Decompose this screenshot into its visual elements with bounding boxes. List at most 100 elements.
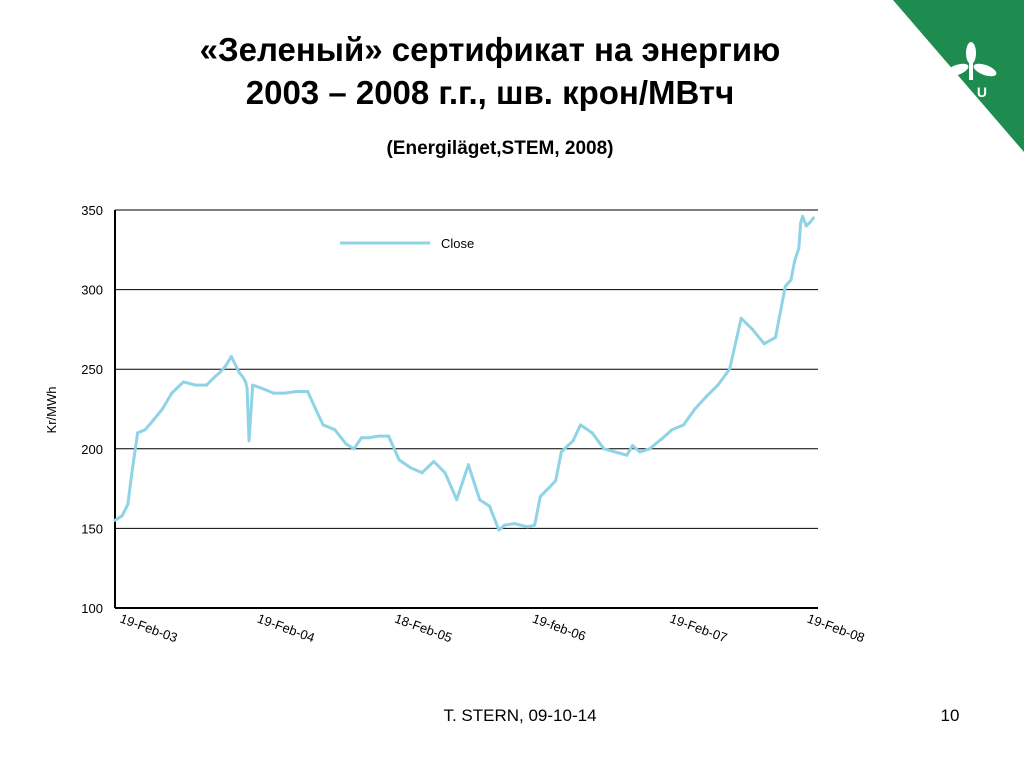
data-point	[571, 439, 575, 443]
data-point	[512, 522, 516, 526]
slide-title: «Зеленый» сертификат на энергию 2003 – 2…	[90, 28, 890, 114]
data-point	[808, 221, 812, 225]
x-tick-label: 19-Feb-07	[668, 611, 729, 646]
data-point	[533, 523, 537, 527]
data-point	[503, 523, 506, 527]
data-point	[546, 487, 550, 491]
data-point	[136, 431, 140, 435]
data-point	[590, 431, 594, 435]
data-point	[799, 221, 803, 225]
data-point	[670, 428, 674, 432]
data-point	[333, 428, 337, 432]
data-point	[751, 327, 754, 331]
data-point	[705, 394, 709, 398]
data-point	[538, 495, 542, 499]
data-point	[559, 450, 563, 454]
grid-lines	[115, 209, 818, 529]
data-point	[344, 442, 348, 446]
title-line-1: «Зеленый» сертификат на энергию	[199, 31, 781, 68]
data-point	[283, 391, 287, 395]
data-point	[659, 437, 663, 441]
data-point	[113, 518, 117, 522]
data-point	[205, 383, 208, 387]
data-point	[602, 447, 606, 451]
data-point	[321, 423, 325, 427]
data-point	[352, 447, 356, 451]
y-tick-label: 100	[81, 601, 103, 616]
chart-legend: Close	[340, 236, 474, 251]
data-point	[224, 364, 228, 368]
x-tick-label: 19-feb-06	[530, 611, 587, 644]
data-point	[387, 434, 391, 438]
data-point	[241, 375, 245, 379]
data-point	[251, 383, 255, 387]
y-tick-label: 150	[81, 521, 103, 536]
data-point	[638, 450, 642, 454]
data-point	[126, 503, 130, 506]
data-point	[143, 428, 147, 432]
slide-subtitle: (Energiläget,STEM, 2008)	[386, 138, 614, 159]
data-point	[466, 463, 470, 467]
data-point	[526, 525, 530, 529]
data-point	[797, 246, 801, 250]
data-point	[579, 423, 582, 427]
data-point	[271, 391, 275, 395]
y-tick-label: 350	[81, 203, 103, 218]
data-point	[245, 386, 249, 390]
data-point	[193, 383, 197, 387]
data-point	[774, 335, 777, 339]
data-point	[360, 436, 363, 440]
data-point	[519, 523, 523, 527]
data-point	[367, 436, 371, 440]
data-point	[648, 447, 652, 451]
data-point	[728, 367, 732, 371]
data-point	[244, 380, 248, 384]
data-point	[306, 390, 310, 393]
series-lines	[113, 214, 815, 532]
data-point	[812, 216, 815, 220]
data-point	[397, 458, 401, 462]
data-point	[160, 407, 164, 411]
data-point	[314, 407, 318, 411]
legend-label: Close	[441, 236, 474, 251]
y-axis-label: Kr/MWh	[44, 387, 59, 434]
data-point	[783, 284, 787, 288]
data-point	[170, 391, 174, 395]
data-point	[793, 259, 797, 263]
data-point	[237, 370, 241, 374]
chart-axes	[114, 210, 818, 609]
x-tick-label: 19-Feb-04	[255, 611, 316, 646]
data-point	[182, 380, 185, 384]
data-point	[613, 450, 617, 454]
data-point	[443, 471, 447, 475]
x-tick-label: 19-Feb-03	[118, 611, 179, 646]
data-point	[420, 471, 424, 475]
data-point	[693, 407, 697, 411]
data-point	[130, 471, 134, 475]
data-point	[653, 442, 657, 446]
data-point	[625, 453, 629, 457]
data-point	[260, 386, 264, 390]
data-point	[631, 444, 634, 448]
data-point	[682, 423, 686, 427]
x-tick-label: 19-Feb-08	[805, 611, 866, 646]
x-tick-labels: 19-Feb-03 19-Feb-04 18-Feb-05 19-feb-06 19-F…	[118, 611, 867, 646]
data-point	[497, 528, 501, 532]
data-point	[409, 466, 413, 470]
data-point	[488, 504, 491, 508]
data-point	[716, 383, 720, 387]
y-tick-label: 300	[81, 283, 103, 298]
page-number: 10	[940, 706, 960, 725]
y-tick-label: 200	[81, 442, 103, 457]
data-point	[789, 278, 793, 282]
data-point	[218, 370, 222, 374]
y-tick-label: 250	[81, 362, 103, 377]
data-point	[801, 214, 805, 218]
y-tick-labels: 100 150 200 250 300 350	[81, 203, 103, 616]
data-point	[762, 342, 766, 346]
data-point	[804, 224, 808, 228]
data-point	[120, 514, 124, 518]
data-point	[455, 498, 459, 502]
data-point	[212, 375, 216, 379]
data-point	[229, 355, 233, 358]
